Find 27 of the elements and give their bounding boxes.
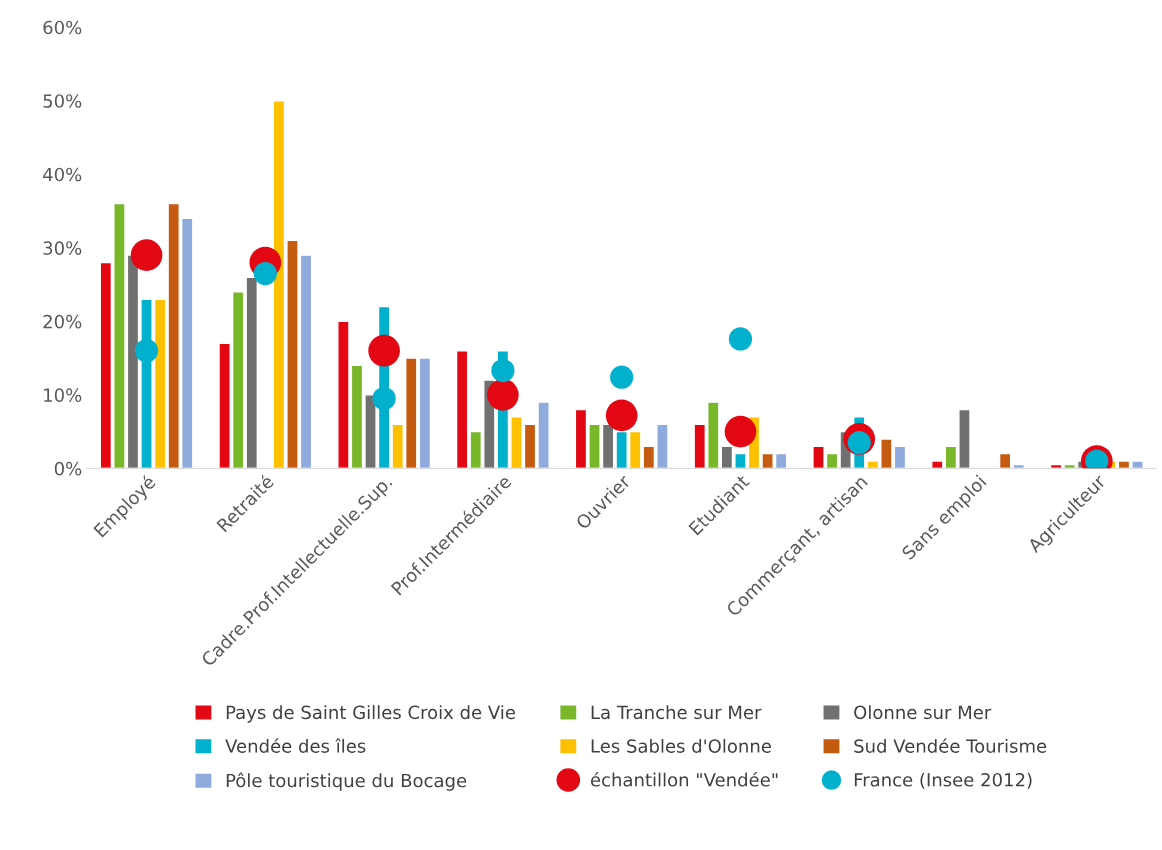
y-tick-label: 40% [43,167,82,182]
legend-label: Olonne sur Mer [854,705,992,720]
point [134,339,159,363]
y-tick-label: 30% [43,241,82,255]
point [372,386,396,411]
legend-label: Vendée des îles [225,738,366,753]
legend-label: France (Insee 2012) [854,772,1032,789]
legend-label: Pays de Saint Gilles Croix de Vie [226,705,515,723]
y-tick-label: 0% [54,461,82,476]
legend-label: La Tranche sur Mer [591,705,762,720]
y-tick-label: 50% [43,94,82,108]
point [368,334,400,367]
y-tick-label: 20% [43,314,82,329]
legend-label: Pôle touristique du Bocage [226,772,467,791]
legend-label: échantillon "Vendée" [590,771,778,787]
y-tick-label: 60% [43,20,82,35]
point [130,239,163,271]
point [253,261,277,286]
point [610,365,634,389]
point [487,378,519,411]
legend-label: Les Sables d'Olonne [591,738,771,753]
y-tick-label: 10% [44,388,82,402]
point [491,358,515,383]
legend-label: Sud Vendée Tourisme [854,738,1047,753]
point [605,399,638,432]
point [724,415,757,448]
point [728,327,753,351]
